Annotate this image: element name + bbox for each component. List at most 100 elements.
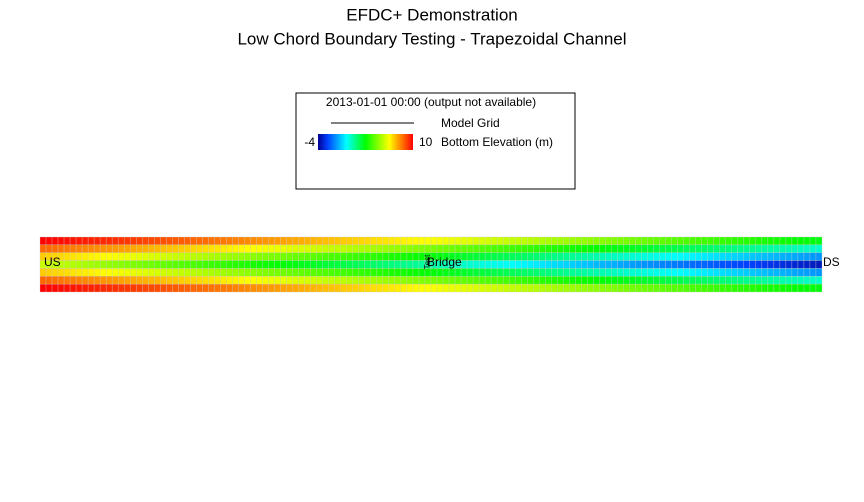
grid-cell <box>581 260 588 269</box>
grid-cell <box>448 236 456 246</box>
grid-cell <box>93 283 101 293</box>
grid-cell <box>388 252 396 261</box>
grid-cell <box>274 252 281 261</box>
grid-cell <box>563 252 570 261</box>
grid-cell <box>232 260 239 269</box>
grid-cell <box>202 244 209 253</box>
grid-cell <box>274 244 281 253</box>
grid-cell <box>117 252 125 261</box>
grid-cell <box>653 276 660 285</box>
grid-cell <box>172 276 179 285</box>
grid-cell <box>791 276 799 285</box>
grid-cell <box>779 244 787 253</box>
grid-cell <box>63 283 71 293</box>
grid-cell <box>659 236 666 246</box>
grid-cell <box>707 276 714 285</box>
grid-cell <box>623 268 630 277</box>
grid-cell <box>490 252 498 261</box>
grid-cell <box>587 283 594 293</box>
grid-cell <box>220 268 227 277</box>
grid-cell <box>671 260 678 269</box>
grid-cell <box>695 276 702 285</box>
grid-cell <box>346 283 354 293</box>
grid-cell <box>635 244 642 253</box>
grid-cell <box>719 283 727 293</box>
grid-cell <box>172 268 179 277</box>
grid-cell <box>51 244 59 253</box>
grid-cell <box>238 252 245 261</box>
grid-cell <box>791 268 799 277</box>
grid-cell <box>659 260 666 269</box>
grid-cell <box>731 260 739 269</box>
grid-cell <box>575 236 582 246</box>
grid-cell <box>394 268 402 277</box>
grid-cell <box>376 252 384 261</box>
grid-cell <box>659 252 666 261</box>
grid-cell <box>713 276 720 285</box>
grid-cell <box>87 252 95 261</box>
grid-cell <box>382 252 390 261</box>
grid-cell <box>520 236 528 246</box>
grid-cell <box>551 260 558 269</box>
grid-cell <box>725 283 733 293</box>
grid-cell <box>454 268 462 277</box>
grid-cell <box>689 252 696 261</box>
grid-cell <box>232 236 239 246</box>
grid-cell <box>256 276 263 285</box>
grid-cell <box>123 276 131 285</box>
grid-cell <box>238 283 245 293</box>
grid-cell <box>641 252 648 261</box>
grid-cell <box>196 283 203 293</box>
grid-cell <box>749 276 757 285</box>
grid-cell <box>406 276 414 285</box>
grid-cell <box>557 244 564 253</box>
grid-cell <box>111 236 119 246</box>
grid-cell <box>502 276 510 285</box>
grid-cell <box>767 244 775 253</box>
grid-cell <box>268 244 275 253</box>
grid-cell <box>575 283 582 293</box>
grid-cell <box>647 260 654 269</box>
grid-cell <box>587 268 594 277</box>
grid-cell <box>328 252 336 261</box>
grid-cell <box>653 252 660 261</box>
grid-cell <box>755 260 763 269</box>
grid-cell <box>154 252 161 261</box>
grid-cell <box>629 283 636 293</box>
grid-cell <box>496 252 504 261</box>
grid-cell <box>478 283 486 293</box>
grid-cell <box>508 283 516 293</box>
grid-cell <box>779 252 787 261</box>
grid-cell <box>304 283 311 293</box>
grid-cell <box>334 252 342 261</box>
grid-cell <box>178 276 185 285</box>
grid-cell <box>334 236 342 246</box>
grid-cell <box>496 276 504 285</box>
grid-cell <box>220 244 227 253</box>
grid-cell <box>478 276 486 285</box>
grid-cell <box>142 276 149 285</box>
grid-cell <box>292 244 299 253</box>
grid-cell <box>659 268 666 277</box>
grid-cell <box>665 236 672 246</box>
grid-cell <box>815 236 823 246</box>
grid-cell <box>785 244 793 253</box>
grid-cell <box>328 244 336 253</box>
grid-cell <box>551 244 558 253</box>
grid-cell <box>99 283 107 293</box>
grid-cell <box>418 236 426 246</box>
grid-cell <box>533 276 540 285</box>
grid-cell <box>117 236 125 246</box>
grid-cell <box>695 260 702 269</box>
grid-cell <box>292 268 299 277</box>
grid-cell <box>310 252 317 261</box>
grid-cell <box>641 268 648 277</box>
grid-cell <box>520 276 528 285</box>
grid-cell <box>490 260 498 269</box>
grid-cell <box>328 268 336 277</box>
grid-cell <box>671 268 678 277</box>
grid-cell <box>346 276 354 285</box>
grid-cell <box>508 276 516 285</box>
grid-cell <box>430 236 438 246</box>
grid-cell <box>695 252 702 261</box>
